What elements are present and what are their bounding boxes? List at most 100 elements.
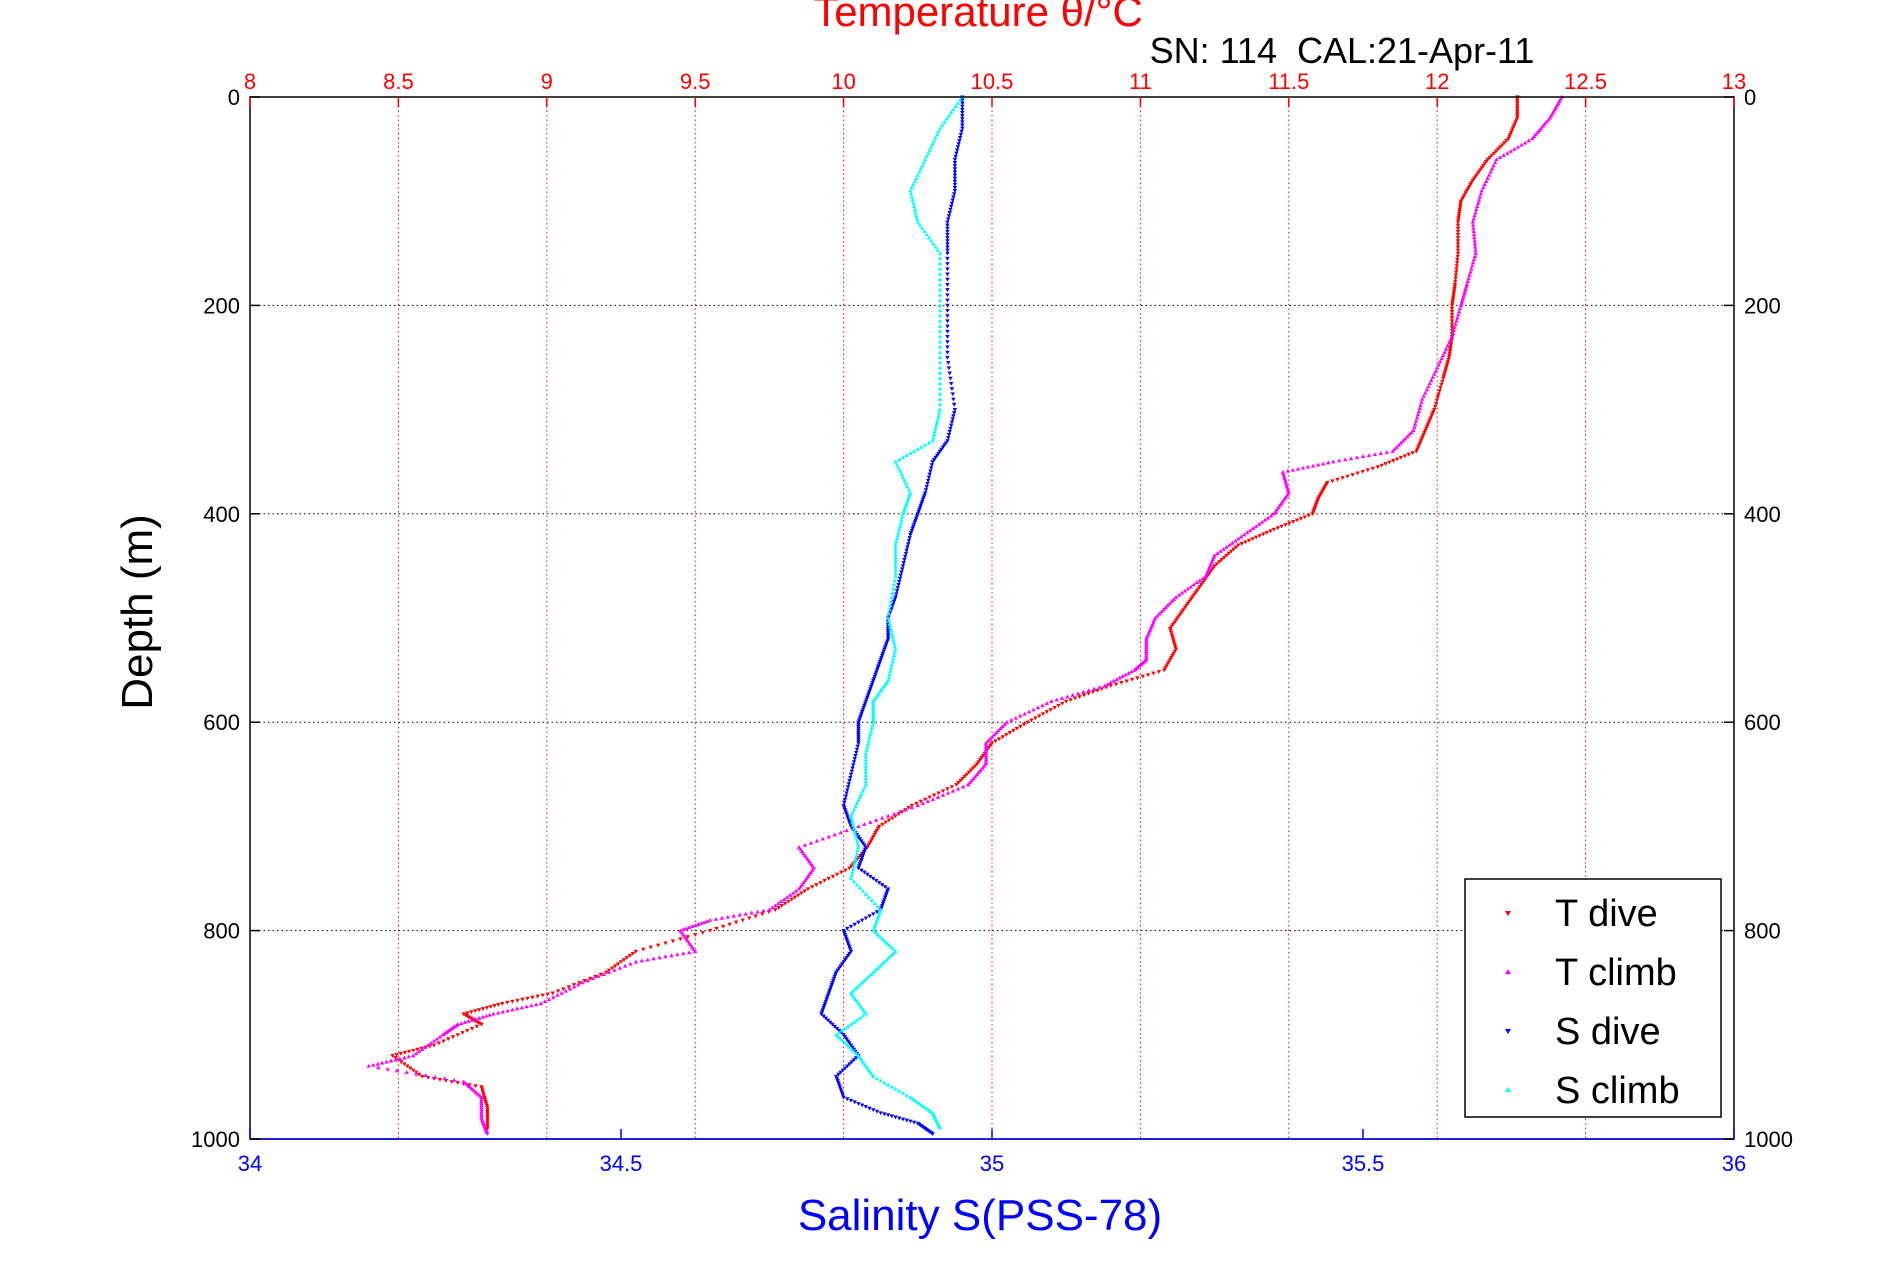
data-point bbox=[1472, 241, 1478, 246]
data-point bbox=[1473, 251, 1478, 255]
data-point bbox=[838, 1087, 843, 1092]
data-point bbox=[555, 989, 561, 994]
data-point bbox=[1419, 400, 1424, 404]
data-point bbox=[946, 436, 951, 440]
data-point bbox=[954, 148, 960, 153]
data-point bbox=[1259, 519, 1265, 524]
data-point bbox=[446, 1037, 451, 1042]
data-point bbox=[871, 928, 876, 933]
data-point bbox=[1415, 412, 1421, 417]
data-point bbox=[927, 147, 932, 152]
data-point bbox=[1165, 603, 1170, 608]
data-point bbox=[1419, 437, 1424, 441]
data-point bbox=[1040, 712, 1046, 717]
data-point bbox=[952, 408, 958, 412]
data-point bbox=[886, 675, 892, 679]
data-point bbox=[891, 656, 896, 661]
data-point bbox=[882, 895, 888, 900]
data-point bbox=[898, 520, 903, 525]
data-point bbox=[952, 176, 958, 181]
data-point bbox=[877, 963, 883, 968]
data-point bbox=[914, 213, 919, 218]
data-point bbox=[918, 166, 923, 171]
data-point bbox=[864, 976, 869, 981]
data-point bbox=[487, 1012, 493, 1017]
data-point bbox=[733, 920, 739, 925]
data-point bbox=[1424, 387, 1430, 392]
data-point bbox=[538, 1001, 544, 1006]
data-point bbox=[1515, 107, 1520, 112]
data-point bbox=[1458, 303, 1464, 307]
data-point bbox=[1457, 207, 1462, 212]
data-point bbox=[974, 772, 980, 776]
data-point bbox=[1144, 651, 1149, 656]
data-point bbox=[877, 662, 882, 667]
data-point bbox=[1068, 698, 1073, 702]
data-point bbox=[930, 460, 935, 464]
data-point bbox=[920, 163, 925, 168]
data-point bbox=[945, 226, 950, 231]
data-point bbox=[1250, 537, 1255, 542]
data-point bbox=[1167, 601, 1172, 606]
chart-subtitle: SN: 114 CAL:21-Apr-11 bbox=[1150, 30, 1535, 71]
data-point bbox=[422, 1045, 428, 1049]
data-point bbox=[630, 951, 636, 956]
data-point bbox=[890, 634, 895, 639]
x-top-tick-label: 9.5 bbox=[680, 69, 711, 94]
data-point bbox=[937, 386, 943, 391]
data-point bbox=[1504, 139, 1509, 143]
data-point bbox=[931, 435, 936, 440]
data-point bbox=[405, 1064, 410, 1069]
data-point bbox=[843, 935, 849, 940]
data-point bbox=[366, 1063, 371, 1068]
data-point bbox=[1430, 375, 1435, 379]
data-point bbox=[1494, 157, 1499, 162]
data-point bbox=[483, 1099, 488, 1104]
data-point bbox=[1509, 128, 1515, 133]
data-point bbox=[1416, 445, 1421, 450]
data-point bbox=[1197, 578, 1202, 583]
data-point bbox=[945, 277, 950, 282]
data-point bbox=[1383, 462, 1388, 466]
data-point bbox=[1424, 426, 1429, 431]
data-point bbox=[440, 1032, 446, 1037]
data-point bbox=[1126, 671, 1131, 675]
data-point bbox=[936, 413, 941, 418]
data-point bbox=[1233, 545, 1239, 550]
data-point bbox=[618, 960, 624, 965]
data-point bbox=[914, 1099, 920, 1104]
data-point bbox=[1448, 337, 1453, 342]
data-point bbox=[1464, 189, 1470, 193]
data-point bbox=[851, 863, 857, 868]
data-point bbox=[879, 961, 885, 966]
data-point bbox=[1056, 703, 1061, 708]
data-point bbox=[860, 841, 866, 846]
data-point bbox=[460, 1031, 465, 1035]
data-point bbox=[1434, 398, 1440, 403]
data-point bbox=[860, 1013, 866, 1018]
data-point bbox=[896, 583, 901, 587]
data-point bbox=[852, 829, 857, 834]
data-point bbox=[720, 924, 726, 929]
data-point bbox=[731, 913, 736, 918]
data-point bbox=[854, 882, 860, 887]
data-point bbox=[1340, 476, 1345, 481]
data-point bbox=[869, 837, 875, 842]
data-point bbox=[889, 631, 895, 636]
series-t-climb bbox=[366, 94, 1565, 1136]
data-point bbox=[837, 1085, 843, 1090]
data-point bbox=[1197, 585, 1202, 589]
data-point bbox=[908, 188, 913, 193]
data-point bbox=[1064, 699, 1069, 704]
data-point bbox=[856, 720, 861, 725]
data-point bbox=[416, 1049, 422, 1054]
data-point bbox=[1017, 713, 1023, 718]
data-point bbox=[582, 979, 587, 983]
data-point bbox=[824, 997, 829, 1002]
data-point bbox=[914, 216, 920, 221]
data-point bbox=[485, 1132, 490, 1136]
data-point bbox=[910, 1096, 915, 1101]
data-point bbox=[1439, 382, 1444, 387]
data-point bbox=[913, 210, 918, 215]
data-point bbox=[1455, 223, 1461, 228]
